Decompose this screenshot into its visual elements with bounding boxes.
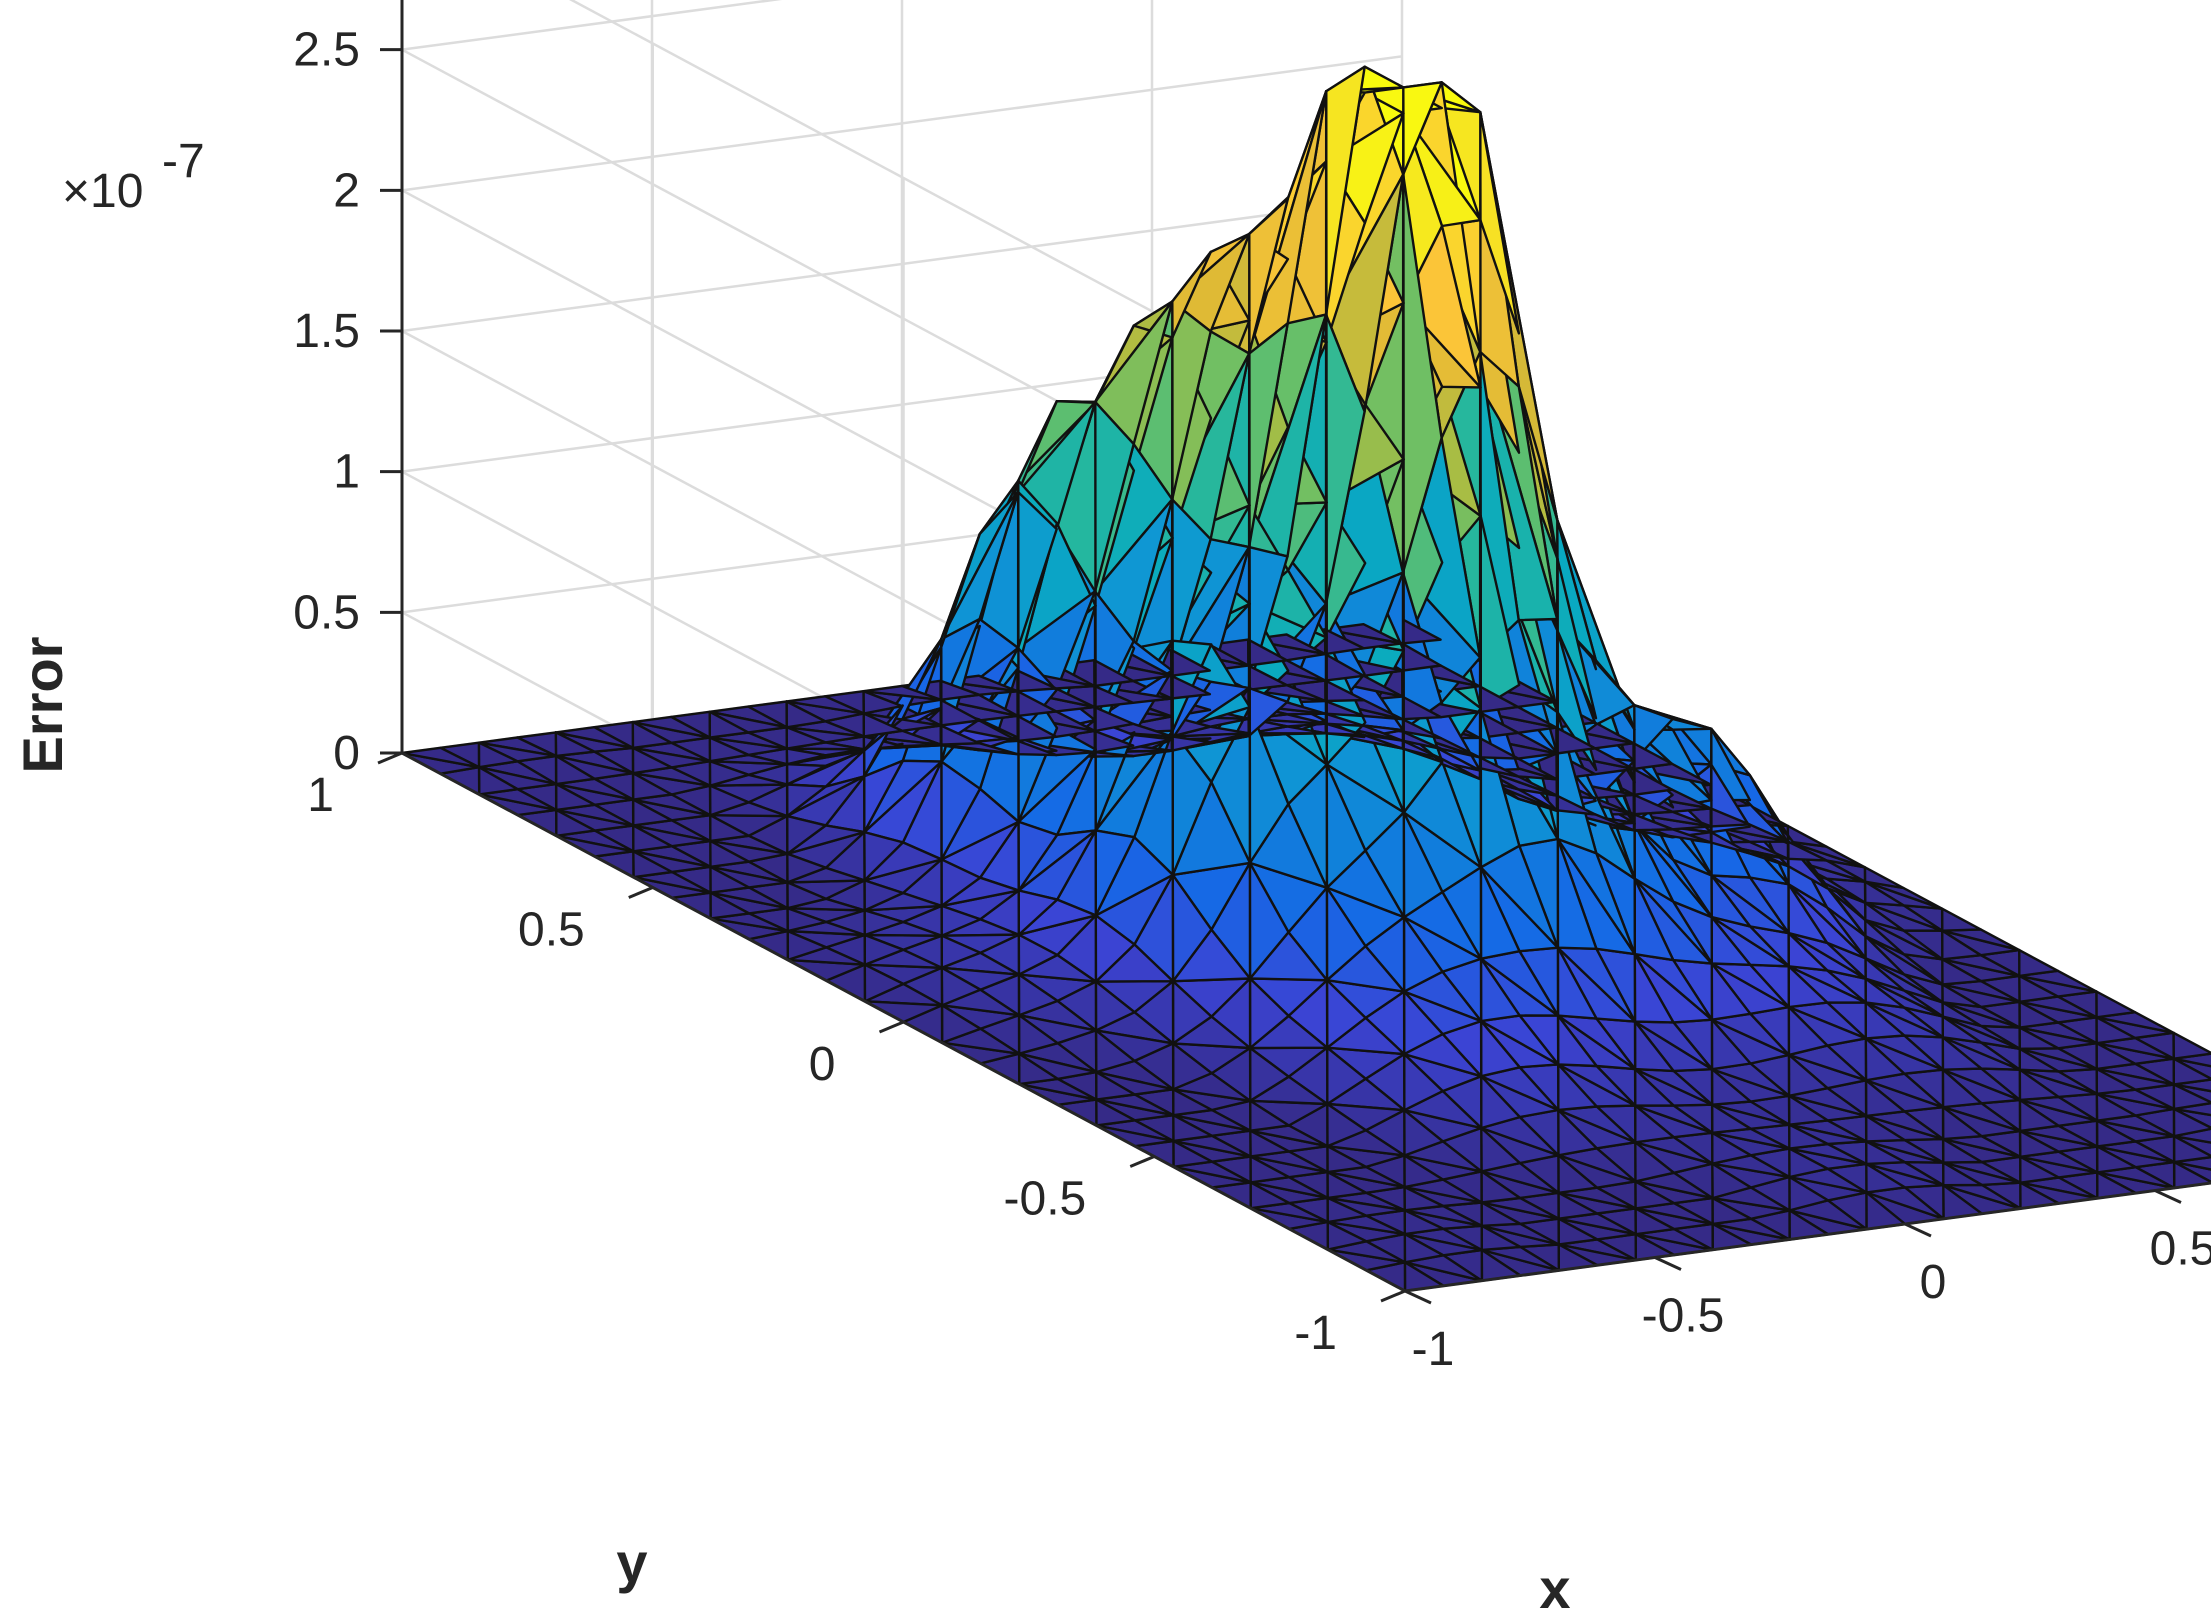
x-tick-label: 0 bbox=[1920, 1256, 1947, 1309]
surface-facet bbox=[554, 726, 635, 750]
x-tick-label: -0.5 bbox=[1642, 1290, 1725, 1343]
grid-line bbox=[401, 55, 1403, 192]
z-tick-label: 0 bbox=[333, 727, 360, 780]
surface-facet bbox=[785, 695, 865, 715]
z-axis-label: Error bbox=[11, 637, 74, 774]
axes: 00.511.522.53-1-0.500.51-1-0.500.51 bbox=[293, 0, 2211, 1376]
x-tick-mark bbox=[1404, 1289, 1432, 1305]
y-tick-label: 0 bbox=[809, 1038, 836, 1091]
grid-line bbox=[401, 195, 1403, 333]
axis-labels: Error x y ×10 -7 bbox=[11, 135, 1571, 1620]
y-tick-mark bbox=[377, 751, 403, 765]
surface-facet bbox=[862, 684, 942, 701]
x-tick-mark bbox=[2154, 1189, 2182, 1204]
y-tick-mark bbox=[1129, 1155, 1155, 1168]
z-tick-label: 2.5 bbox=[293, 24, 360, 77]
surface-facet bbox=[2172, 1031, 2211, 1060]
z-tick-label: 2 bbox=[333, 164, 360, 217]
x-tick-label: 0.5 bbox=[2150, 1223, 2211, 1276]
y-tick-mark bbox=[1380, 1289, 1406, 1303]
surface-facet bbox=[631, 715, 711, 739]
surface-facet bbox=[2095, 990, 2137, 1019]
x-tick-label: -1 bbox=[1412, 1323, 1455, 1376]
x-tick-mark bbox=[1654, 1256, 1682, 1271]
z-exponent-power: -7 bbox=[162, 135, 205, 188]
x-axis-label: x bbox=[1539, 1557, 1570, 1620]
y-tick-label: -0.5 bbox=[1004, 1173, 1087, 1226]
surface bbox=[400, 65, 2211, 1293]
y-tick-mark bbox=[878, 1020, 905, 1034]
y-tick-mark bbox=[628, 886, 654, 899]
z-exponent-label: ×10 -7 bbox=[62, 135, 205, 218]
z-tick-label: 1.5 bbox=[293, 305, 360, 358]
y-tick-label: -1 bbox=[1294, 1307, 1337, 1360]
z-tick-label: 0.5 bbox=[293, 586, 360, 639]
surface-facet bbox=[1323, 623, 1404, 645]
y-axis-label: y bbox=[616, 1531, 647, 1594]
y-tick-label: 0.5 bbox=[518, 904, 585, 957]
surface-facet bbox=[2017, 948, 2060, 978]
surface-facet bbox=[1940, 907, 1982, 932]
y-tick-label: 1 bbox=[307, 769, 334, 822]
grid-line bbox=[401, 0, 783, 51]
z-tick-label: 1 bbox=[333, 446, 360, 499]
z-exponent-base: ×10 bbox=[62, 165, 143, 218]
x-tick-mark bbox=[1904, 1222, 1932, 1238]
surface-facet bbox=[400, 746, 481, 769]
